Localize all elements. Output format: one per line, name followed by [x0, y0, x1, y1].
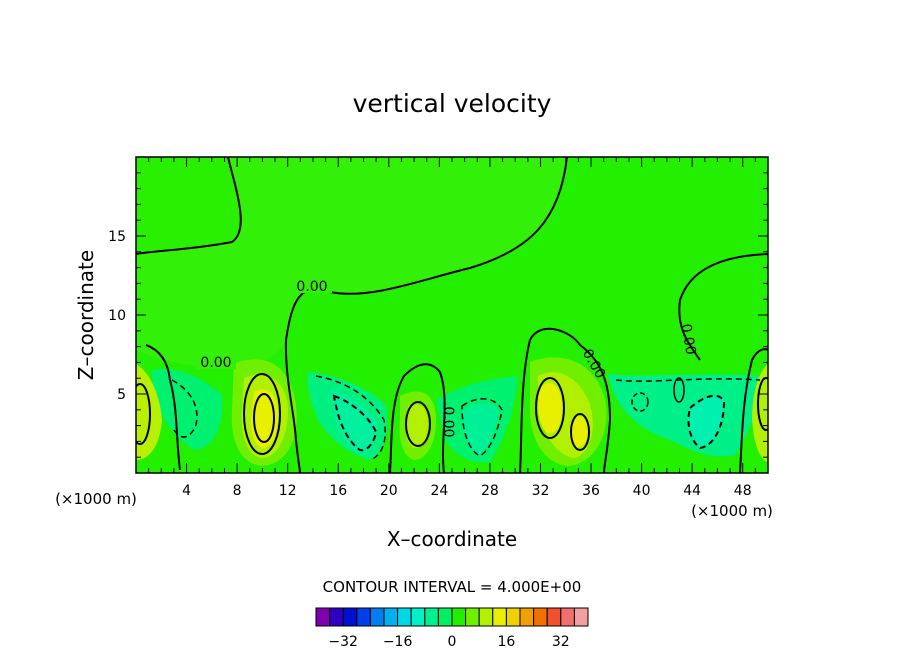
contour-label: 0.00 [440, 406, 456, 437]
neg-contour-4 [615, 378, 761, 382]
downdraft-cell-1 [152, 369, 223, 450]
zero-contour-right [678, 253, 768, 361]
colorbar-swatch [437, 607, 453, 627]
colorbar-tick-label: 32 [552, 634, 570, 650]
colorbar-swatch [505, 607, 521, 627]
small-contour-44 [673, 377, 685, 403]
x-tick-label: 44 [683, 483, 701, 499]
contour-lines [136, 157, 768, 473]
colorbar-tick-label: 0 [448, 634, 457, 650]
colorbar-swatch [478, 607, 494, 627]
plot-area: 0.00 0.00 0.00 0.00 0.00 4 8 12 16 20 24 28 32 3… [108, 156, 769, 499]
colorbar-tick-label: −32 [328, 634, 358, 650]
x-tick-label: 12 [279, 483, 297, 499]
x-tick-label: 36 [582, 483, 600, 499]
x-unit-label: (×1000 m) [55, 490, 137, 508]
colorbar-swatch [424, 607, 439, 627]
colorbar-swatch [315, 607, 331, 627]
downdraft-cell-4 [608, 374, 762, 457]
x-tick-label: 28 [481, 483, 499, 499]
contour-interval-text: CONTOUR INTERVAL = 4.000E+00 [323, 578, 582, 596]
neg-contour-3 [461, 398, 503, 457]
colorbar-swatch [356, 607, 371, 627]
colorbar-swatch [546, 607, 562, 627]
updraft-contour-1 [243, 373, 281, 455]
updraft-contour-2 [405, 401, 431, 447]
colorbar-swatch [342, 607, 358, 627]
colorbar-swatch [329, 607, 344, 627]
x-tick-label: 20 [380, 483, 398, 499]
colorbar-swatch [383, 607, 399, 627]
downdraft-core-4 [687, 395, 724, 448]
zero-contour-upper [136, 157, 242, 255]
x-tick-label: 40 [633, 483, 651, 499]
downdraft-core-3 [462, 403, 498, 456]
contour-label: 0.00 [200, 355, 231, 371]
neg-contour-2 [315, 375, 386, 461]
x-tick-label: 16 [329, 483, 347, 499]
colorbar-swatch [519, 607, 535, 627]
colorbar-swatch [533, 607, 548, 627]
updraft-contour-3b [570, 413, 590, 451]
updraft-contour-edge-left [136, 383, 151, 445]
zero-contour-cell-3 [519, 327, 612, 473]
colorbar-tick-label: −16 [383, 634, 413, 650]
y-tick-label: 10 [108, 308, 126, 324]
y-tick-label: 15 [108, 229, 126, 245]
colorbar-swatch [410, 607, 426, 627]
neg-contour-small [631, 392, 649, 412]
zero-contour-right-cell [739, 348, 768, 473]
colorbar [315, 607, 589, 627]
colorbar-swatch [573, 607, 589, 627]
upper-weak-band [136, 157, 567, 368]
x-axis-label: X–coordinate [387, 527, 517, 551]
upper-zero-region [136, 157, 241, 254]
updraft-cell-right-edge [752, 364, 768, 462]
x-unit-label-right: (×1000 m) [691, 502, 773, 520]
downdraft-core-2 [330, 390, 378, 454]
updraft-contour-1-inner [253, 393, 275, 443]
colorbar-tick-labels: −32 −16 0 16 32 [328, 634, 569, 650]
updraft-cell-3-core-a [538, 383, 562, 433]
updraft-cell-2-core [406, 404, 428, 449]
y-axis-label: Z–coordinate [74, 250, 98, 380]
zero-contour-cell-2 [389, 363, 446, 473]
colorbar-swatch [451, 607, 467, 627]
colorbar-swatch [369, 607, 385, 627]
colorbar-tick-label: 16 [497, 634, 515, 650]
colorbar-swatch [560, 607, 575, 627]
updraft-contour-3 [535, 377, 565, 439]
chart-title: vertical velocity [353, 89, 552, 118]
x-tick-label: 4 [182, 483, 191, 499]
neg-contour-2-inner [332, 394, 378, 452]
colorbar-swatch [397, 607, 412, 627]
y-tick-label: 5 [117, 387, 126, 403]
contour-label: 0.00 [296, 279, 327, 295]
x-tick-label: 24 [430, 483, 448, 499]
colorbar-swatch [492, 607, 507, 627]
neg-contour-4-inner [687, 394, 726, 450]
neg-contour-1 [171, 379, 198, 438]
colorbar-swatch [465, 607, 480, 627]
contour-label: 0.00 [677, 323, 698, 356]
x-tick-label: 48 [734, 483, 752, 499]
x-tick-label: 32 [532, 483, 550, 499]
x-tick-label: 8 [233, 483, 242, 499]
zero-contour-left-low [145, 344, 181, 471]
updraft-cell-3-core-b [569, 416, 588, 448]
